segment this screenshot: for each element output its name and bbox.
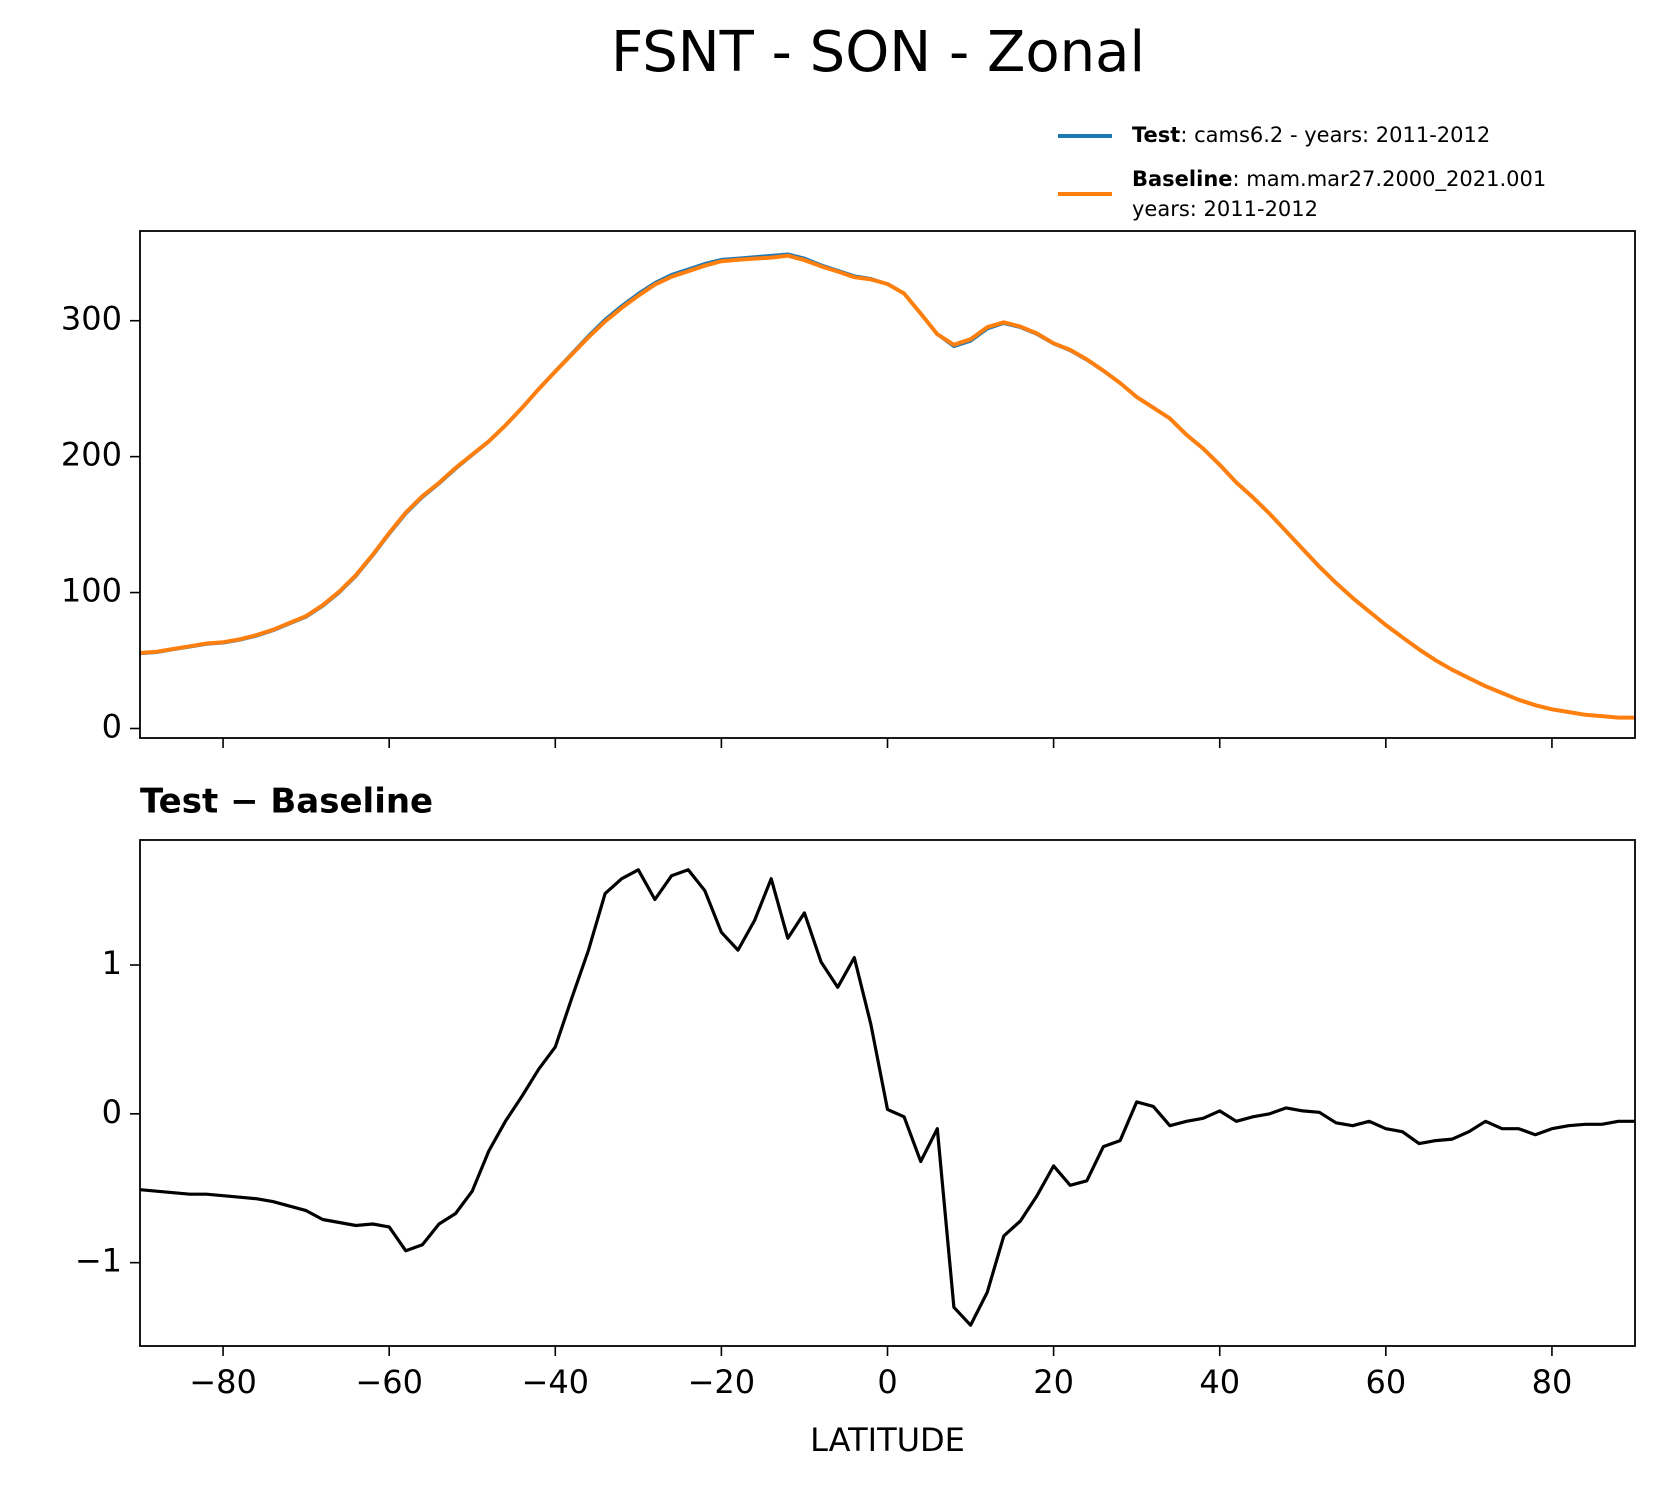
x-tick-label: 80 [1532, 1363, 1573, 1401]
y-tick-label: 200 [61, 436, 122, 474]
x-tick-label: 0 [877, 1363, 897, 1401]
x-tick-label: −40 [522, 1363, 590, 1401]
figure-title: FSNT - SON - Zonal [611, 20, 1145, 85]
x-tick-label: 40 [1199, 1363, 1240, 1401]
axes-frame [139, 839, 1636, 1347]
y-tick-label: 0 [102, 707, 122, 745]
legend-label: years: 2011-2012 [1132, 197, 1318, 221]
y-tick-label: 100 [61, 572, 122, 610]
axes-frame [139, 230, 1636, 739]
legend-label: : cams6.2 - years: 2011-2012 [1180, 123, 1490, 147]
data-line [140, 868, 1635, 1327]
x-tick-label: 20 [1033, 1363, 1074, 1401]
y-tick-label: 300 [61, 300, 122, 338]
y-tick-label: −1 [75, 1242, 122, 1280]
x-axis-label: LATITUDE [810, 1421, 965, 1459]
y-tick-label: 0 [102, 1093, 122, 1131]
legend-name: Baseline [1132, 167, 1233, 191]
legend-name: Test [1132, 123, 1180, 147]
data-line [140, 253, 1635, 720]
legend-entry: Baseline: mam.mar27.2000_2021.001 [1132, 167, 1546, 192]
legend-entry: Test: cams6.2 - years: 2011-2012 [1132, 123, 1490, 147]
x-tick-label: −60 [355, 1363, 423, 1401]
legend-label: : mam.mar27.2000_2021.001 [1233, 167, 1547, 192]
x-tick-label: 60 [1365, 1363, 1406, 1401]
y-tick-label: 1 [102, 944, 122, 982]
axes-title: Test − Baseline [140, 782, 433, 822]
x-tick-label: −80 [189, 1363, 257, 1401]
x-tick-label: −20 [688, 1363, 756, 1401]
